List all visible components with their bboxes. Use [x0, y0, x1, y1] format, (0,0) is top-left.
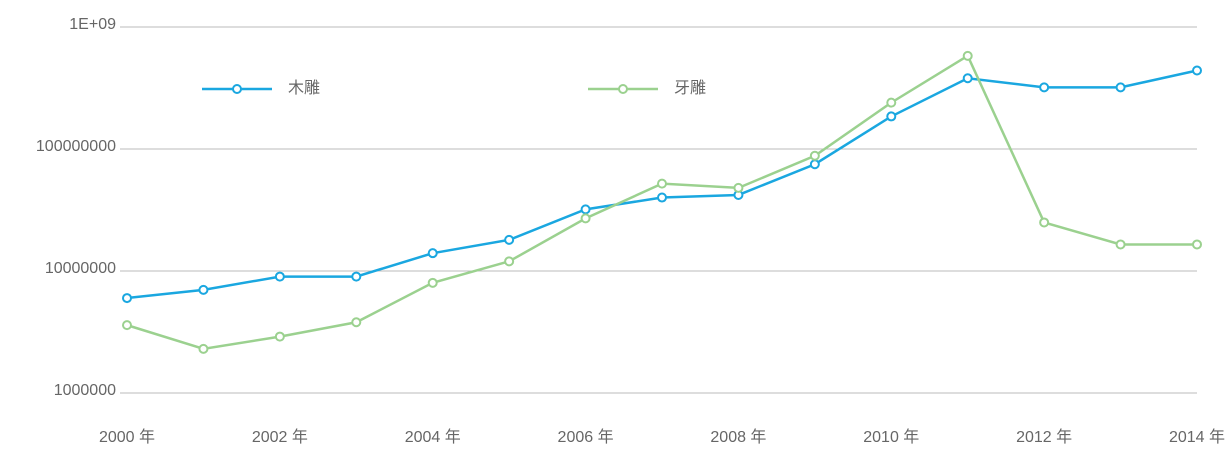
x-tick-label: 2000 年: [99, 428, 155, 446]
data-point: [427, 277, 438, 288]
x-tick-label: 2012 年: [1016, 428, 1072, 446]
x-tick-label: 2004 年: [405, 428, 461, 446]
data-point: [809, 159, 820, 170]
data-point: [198, 343, 209, 354]
data-point: [198, 284, 209, 295]
y-tick-label: 100000000: [36, 138, 116, 155]
legend-marker: [232, 84, 242, 94]
y-tick-label: 10000000: [45, 260, 116, 277]
data-point: [580, 204, 591, 215]
data-point: [657, 178, 667, 189]
data-point: [886, 97, 897, 108]
data-point: [733, 182, 744, 193]
data-point: [351, 271, 362, 282]
y-tick-label: 1E+09: [69, 16, 116, 33]
data-point: [886, 111, 897, 122]
legend-label: 牙雕: [674, 79, 706, 97]
data-point: [962, 50, 973, 61]
data-point: [1192, 65, 1202, 76]
x-tick-label: 2014 年: [1169, 428, 1225, 446]
data-point: [274, 271, 285, 282]
legend-label: 木雕: [288, 79, 320, 97]
data-point: [580, 213, 591, 224]
x-tick-label: 2002 年: [252, 428, 308, 446]
data-point: [427, 248, 438, 259]
data-point: [1039, 82, 1050, 93]
data-point: [657, 192, 667, 203]
data-point: [351, 317, 362, 328]
y-tick-label: 1000000: [54, 382, 116, 399]
data-point: [1115, 239, 1126, 250]
data-point: [1192, 239, 1202, 250]
data-point: [1039, 217, 1050, 228]
legend-marker: [618, 84, 628, 94]
data-point: [504, 234, 515, 245]
data-point: [504, 256, 515, 267]
data-point: [274, 331, 285, 342]
data-point: [122, 293, 132, 304]
x-tick-label: 2010 年: [863, 428, 919, 446]
data-point: [122, 320, 132, 331]
x-tick-label: 2008 年: [710, 428, 766, 446]
data-point: [962, 73, 973, 84]
data-point: [809, 150, 820, 161]
x-tick-label: 2006 年: [558, 428, 614, 446]
data-point: [1115, 82, 1126, 93]
